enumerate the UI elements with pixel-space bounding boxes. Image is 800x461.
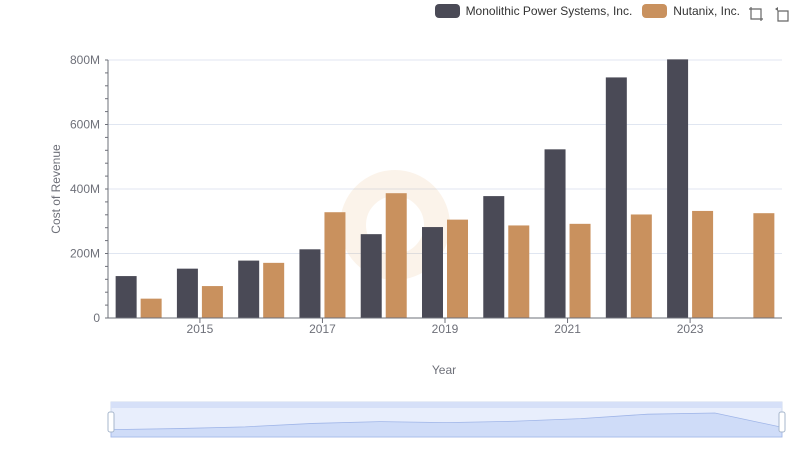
datazoom-slider[interactable] xyxy=(107,401,786,438)
bar-1-2017 xyxy=(299,249,321,318)
bar-2-2023 xyxy=(692,210,714,318)
bar-1-2019 xyxy=(422,227,443,318)
x-tick-label: 2021 xyxy=(554,322,581,336)
bar-2-2016 xyxy=(263,262,285,318)
bar-2-2018 xyxy=(385,193,407,318)
datazoom-handle-left xyxy=(107,411,115,433)
datazoom-top-bar xyxy=(111,402,782,408)
legend-label-series-1: Monolithic Power Systems, Inc. xyxy=(465,4,633,18)
datazoom-handle-right xyxy=(778,411,786,433)
bar-1-2021 xyxy=(544,149,566,318)
y-tick-label: 800M xyxy=(70,53,100,67)
x-axis: 2015 2017 2019 2021 2023 xyxy=(108,317,782,336)
bars xyxy=(115,59,775,318)
bar-2-2017 xyxy=(324,212,346,318)
y-axis: 0 200M 400M 600M 800M xyxy=(70,53,109,325)
bar-1-2023 xyxy=(667,59,689,318)
legend-swatch-series-2 xyxy=(642,4,668,18)
legend: Monolithic Power Systems, Inc. Nutanix, … xyxy=(434,4,740,18)
zoom-icon[interactable] xyxy=(748,6,764,22)
y-tick-label: 0 xyxy=(93,311,100,325)
bar-2-2024 xyxy=(753,213,775,318)
bar-2-2015 xyxy=(201,286,223,318)
bar-1-2015 xyxy=(176,268,198,318)
bar-2-2019 xyxy=(447,219,468,318)
y-tick-label: 200M xyxy=(70,247,100,261)
x-tick-label: 2017 xyxy=(309,322,336,336)
legend-item-series-2[interactable]: Nutanix, Inc. xyxy=(642,4,740,18)
legend-item-series-1[interactable]: Monolithic Power Systems, Inc. xyxy=(434,4,633,18)
toolbox xyxy=(748,6,790,22)
bar-2-2022 xyxy=(630,214,652,318)
bar-1-2022 xyxy=(605,77,627,318)
x-tick-label: 2023 xyxy=(677,322,704,336)
legend-label-series-2: Nutanix, Inc. xyxy=(673,4,740,18)
x-axis-title: Year xyxy=(432,363,456,377)
bar-2-2014 xyxy=(140,298,162,318)
y-axis-title: Cost of Revenue xyxy=(49,144,63,234)
bar-1-2014 xyxy=(115,276,137,318)
bar-1-2020 xyxy=(483,196,505,318)
x-tick-label: 2015 xyxy=(187,322,214,336)
restore-icon[interactable] xyxy=(774,6,790,22)
bar-2-2021 xyxy=(569,223,591,318)
y-tick-label: 400M xyxy=(70,182,100,196)
bar-1-2016 xyxy=(238,260,260,318)
y-tick-label: 600M xyxy=(70,118,100,132)
datazoom-area xyxy=(110,412,783,438)
legend-swatch-series-1 xyxy=(434,4,460,18)
x-tick-label: 2019 xyxy=(432,322,459,336)
bar-1-2018 xyxy=(360,234,382,318)
bar-2-2020 xyxy=(508,225,530,318)
